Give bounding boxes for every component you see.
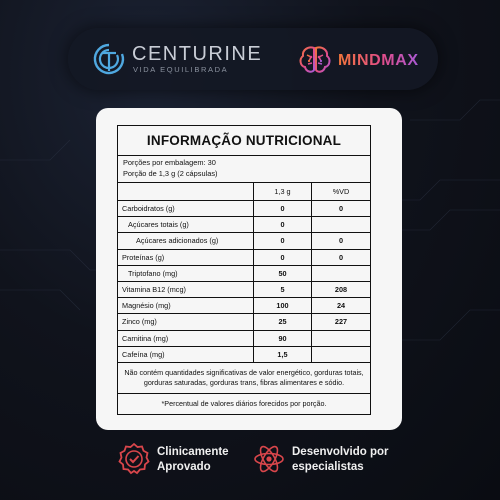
row-label: Magnésio (mg) [118,298,254,314]
centurine-name: CENTURINE [132,43,263,65]
row-dv [312,266,370,281]
row-dv: 0 [338,204,344,214]
badge-line2: Aprovado [157,461,211,473]
header-amount: 1,3 g [254,183,312,200]
row-label: Açúcares adicionados (g) [118,233,254,249]
badge-line1: Desenvolvido por [292,446,389,458]
badge-text: Desenvolvido por especialistas [292,445,412,475]
table-row: Triptofano (mg) 50 [118,265,370,282]
table-row: Zinco (mg) 25 227 [118,314,370,331]
row-label: Carboidratos (g) [118,201,254,217]
row-dv [312,347,370,362]
row-dv: 208 [334,285,348,295]
table-row: Proteínas (g) 0 0 [118,249,370,266]
table-row: Vitamina B12 (mcg) 5 208 [118,281,370,299]
row-label: Açúcares totais (g) [118,217,254,233]
centurine-logo-icon [93,43,125,75]
row-dv: 227 [334,317,348,327]
row-label: Carnitina (mg) [118,330,254,346]
portion-size: Porção de 1,3 g (2 cápsulas) [123,168,218,178]
row-amount: 90 [254,330,312,346]
mindmax-name: MINDMAX [338,52,419,69]
atom-icon [254,445,284,473]
table-header-row: 1,3 g %VD [118,183,370,201]
row-amount: 25 [254,314,312,330]
row-amount: 0 [254,249,312,265]
row-label: Cafeína (mg) [118,346,254,362]
row-amount: 0 [254,201,312,217]
row-amount: 5 [254,281,312,298]
table-row: Açúcares totais (g) 0 [118,217,370,234]
row-label: Proteínas (g) [118,249,254,265]
row-label: Zinco (mg) [118,314,254,330]
row-dv [312,331,370,346]
row-amount: 1,5 [254,346,312,362]
badge-line2: especialistas [292,461,364,473]
nutrition-title: INFORMAÇÃO NUTRICIONAL [118,126,370,156]
row-dv: 24 [336,301,346,311]
table-row: Cafeína (mg) 1,5 [118,346,370,363]
row-label: Triptofano (mg) [118,265,254,281]
nutrition-label-card [96,108,402,430]
table-row: Magnésio (mg) 100 24 [118,298,370,315]
badge-text: Clinicamente Aprovado [157,445,277,475]
portions-per-package: Porções por embalagem: 30 [123,158,216,167]
portion-info: Porções por embalagem: 30 Porção de 1,3 … [118,156,370,183]
nutrition-note: Não contém quantidades significativas de… [118,363,370,394]
row-amount: 0 [254,217,312,233]
badge-line1: Clinicamente [157,446,229,458]
nutrition-facts-table: INFORMAÇÃO NUTRICIONAL Porções por embal… [117,125,371,415]
row-amount: 50 [254,265,312,281]
table-row: Açúcares adicionados (g) 0 0 [118,233,370,250]
header-label [118,183,254,200]
header-dv: %VD [332,187,350,196]
table-row: Carboidratos (g) 0 0 [118,201,370,218]
brain-icon [299,46,331,73]
row-dv [312,217,370,232]
row-label: Vitamina B12 (mcg) [118,281,254,298]
centurine-tagline: VIDA EQUILIBRADA [133,65,229,74]
row-amount: 0 [254,233,312,249]
table-row: Carnitina (mg) 90 [118,330,370,347]
brand-bar [68,28,438,90]
row-dv: 0 [338,236,344,246]
row-amount: 100 [254,298,312,314]
nutrition-footnote: *Percentual de valores diários forecidos… [161,398,327,408]
row-dv: 0 [338,252,344,262]
certified-badge-icon [118,442,150,475]
